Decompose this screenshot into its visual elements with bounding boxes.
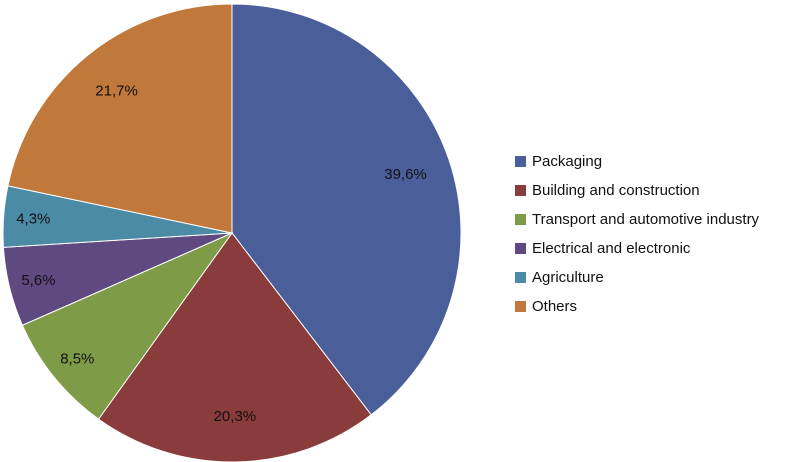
legend-item: Transport and automotive industry [515, 205, 759, 234]
legend-label: Electrical and electronic [532, 240, 691, 257]
legend-item: Building and construction [515, 176, 759, 205]
legend-swatch [515, 156, 526, 167]
legend-swatch [515, 185, 526, 196]
legend-label: Agriculture [532, 269, 604, 286]
pie-slice-2 [21, 231, 234, 420]
legend-item: Agriculture [515, 263, 759, 292]
legend-swatch [515, 301, 526, 312]
data-label: 5,6% [21, 272, 55, 289]
data-label: 21,7% [95, 83, 138, 100]
legend-swatch [515, 243, 526, 254]
legend-item: Electrical and electronic [515, 234, 759, 263]
legend-swatch [515, 214, 526, 225]
legend-swatch [515, 272, 526, 283]
pie-slice-5 [7, 3, 233, 234]
legend-label: Transport and automotive industry [532, 211, 760, 228]
data-label: 8,5% [60, 351, 94, 368]
pie-slice-0 [231, 3, 462, 416]
legend-label: Packaging [532, 153, 603, 170]
legend-label: Others [532, 298, 578, 315]
legend-label: Building and construction [532, 182, 700, 199]
data-label: 39,6% [384, 166, 427, 183]
legend: Packaging Building and construction Transp… [515, 147, 759, 321]
legend-item: Others [515, 292, 759, 321]
legend-item: Packaging [515, 147, 759, 176]
data-label: 20,3% [214, 408, 257, 425]
data-label: 4,3% [16, 211, 50, 228]
